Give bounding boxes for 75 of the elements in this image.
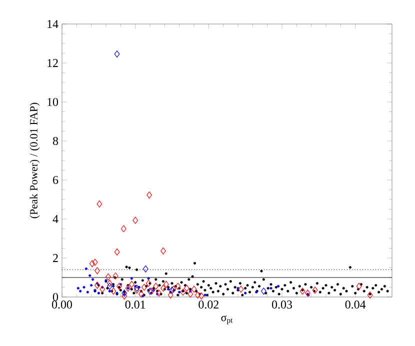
y-tick-label: 12 [48,59,58,67]
point [122,290,128,297]
point [122,292,128,300]
x-tick-label: 0.02 [198,300,218,309]
point [97,292,100,294]
point [141,284,147,291]
point [82,286,86,289]
point [106,280,112,287]
point [116,282,122,290]
point [90,284,93,287]
x-tick-label: 0.04 [345,300,366,309]
point [312,286,318,294]
point [106,282,112,290]
point [238,286,244,293]
point [130,277,133,280]
point [194,292,200,299]
point [96,200,102,208]
point [198,292,204,300]
point [92,258,98,266]
y-tick-label: 14 [48,20,58,28]
point [367,292,373,299]
y-tick-label: 8 [52,136,58,146]
point [160,284,166,292]
point [112,272,118,280]
point [146,192,152,199]
x-tick-label: 0.01 [125,300,146,309]
y-tick-label: 2 [53,254,58,262]
point [88,274,92,277]
point [79,290,82,292]
point [300,288,306,295]
point [94,282,100,289]
point [128,280,134,288]
point [270,286,272,290]
point [106,273,111,280]
point [163,280,169,288]
point [132,216,138,224]
point [92,278,94,281]
point [160,247,166,254]
point [89,260,95,268]
point [178,290,181,294]
point [114,50,120,58]
point [147,277,150,280]
point [76,286,80,290]
x-tick-label: 0.00 [52,300,72,309]
point [94,267,100,274]
point [191,286,197,293]
point [120,225,126,232]
point [260,288,266,295]
point [86,290,89,294]
point [184,284,190,292]
point [84,267,88,270]
point [175,282,181,290]
point [356,282,362,290]
point [138,290,144,298]
point [153,282,159,290]
point [244,292,247,294]
y-tick-label: 4 [52,215,58,223]
point [156,290,162,297]
x-tick-label: 0.03 [272,300,292,309]
point [277,284,280,288]
point [114,248,120,256]
y-tick-label: 10 [48,98,58,106]
x-axis-title: σ$_{pt}$ [221,315,233,324]
point [168,292,174,299]
point [146,280,152,287]
y-tick-label: 6 [53,176,58,184]
point [180,288,186,296]
point [100,286,106,293]
point [188,290,194,298]
point [110,288,116,295]
point [108,290,111,292]
y-axis-title: (Peak Power) / (0.01 FAP) [30,102,40,218]
point [142,265,148,272]
point [304,290,310,297]
y-tick-label: 0 [52,292,58,302]
